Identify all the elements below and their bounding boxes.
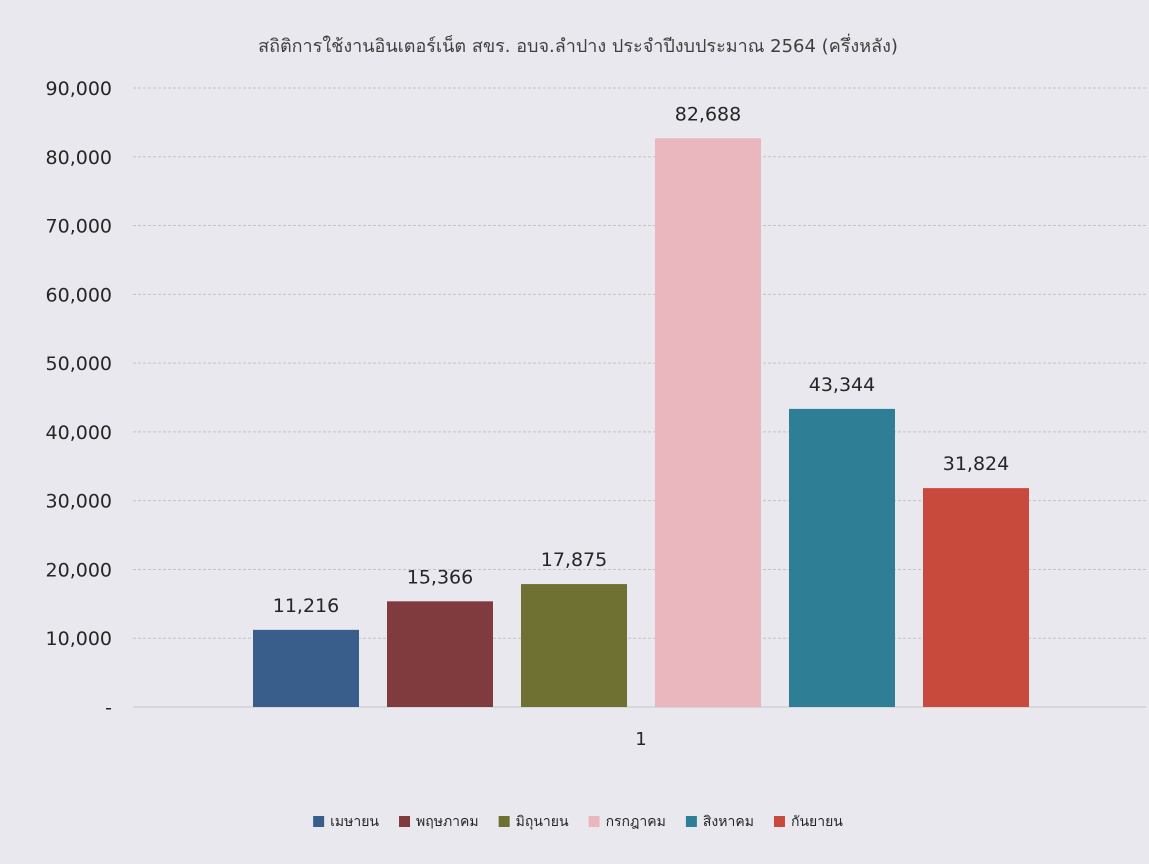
- bar-3: [521, 584, 627, 707]
- x-axis-categories: 1: [635, 729, 646, 750]
- y-tick-label: 60,000: [46, 284, 112, 306]
- data-label: 43,344: [809, 374, 875, 396]
- chart-title: สถิติการใช้งานอินเตอร์เน็ต สขร. อบจ.ลำปา…: [258, 33, 898, 57]
- legend-swatch: [498, 816, 510, 827]
- data-label: 82,688: [675, 103, 741, 125]
- legend-swatch: [685, 816, 697, 827]
- bar-1: [253, 629, 359, 707]
- y-tick-label: 70,000: [46, 216, 112, 238]
- y-axis-ticks: - 10,000 20,000 30,000 40,000 50,000 60,000 70,…: [46, 78, 112, 719]
- y-tick-label: 40,000: [46, 422, 112, 444]
- legend-label: มิถุนายน: [516, 814, 569, 830]
- y-tick-label: 10,000: [46, 628, 112, 650]
- bar-4: [655, 138, 761, 708]
- legend-item: กรกฎาคม: [588, 814, 666, 830]
- y-tick-label: -: [105, 697, 112, 719]
- y-tick-label: 80,000: [46, 147, 112, 169]
- data-labels: 11,216 15,366 17,875 82,688 43,344 31,824: [273, 103, 1009, 617]
- bar-6: [923, 488, 1029, 707]
- y-tick-label: 30,000: [46, 491, 112, 513]
- legend-label: พฤษภาคม: [416, 814, 479, 830]
- data-label: 11,216: [273, 595, 339, 617]
- y-tick-label: 20,000: [46, 559, 112, 581]
- y-tick-label: 90,000: [46, 78, 112, 100]
- bars: [253, 138, 1029, 708]
- legend-item: เมษายน: [313, 814, 379, 830]
- legend-label: สิงหาคม: [703, 814, 754, 830]
- legend-item: มิถุนายน: [498, 814, 569, 830]
- data-label: 17,875: [541, 549, 607, 571]
- data-label: 15,366: [407, 566, 473, 588]
- legend-swatch: [399, 816, 411, 827]
- legend-label: กรกฎาคม: [606, 814, 666, 830]
- x-category-label: 1: [635, 729, 646, 750]
- legend-label: เมษายน: [330, 814, 379, 830]
- legend-label: กันยายน: [791, 814, 843, 830]
- legend-swatch: [773, 816, 785, 827]
- legend: เมษายน พฤษภาคม มิถุนายน กรกฎาคม สิงหาคม กันยา…: [313, 814, 843, 830]
- bar-2: [387, 601, 493, 707]
- legend-item: พฤษภาคม: [399, 814, 479, 830]
- legend-swatch: [588, 816, 600, 827]
- data-label: 31,824: [943, 453, 1009, 475]
- legend-item: กันยายน: [773, 814, 843, 830]
- y-tick-label: 50,000: [46, 353, 112, 375]
- bar-5: [789, 408, 895, 707]
- legend-swatch: [313, 816, 325, 827]
- legend-item: สิงหาคม: [685, 814, 754, 830]
